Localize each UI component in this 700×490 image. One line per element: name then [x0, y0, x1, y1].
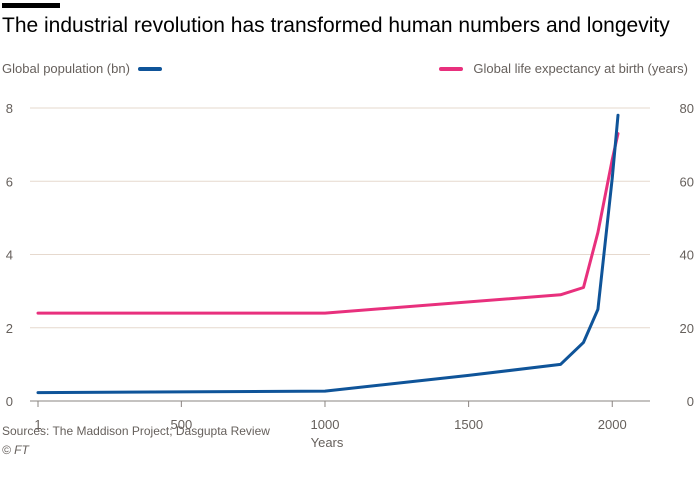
x-tick-label: 1 — [34, 417, 41, 432]
x-axis-label: Years — [311, 435, 344, 450]
y-tick-label-right: 20 — [680, 321, 694, 336]
legend-population-label: Global population (bn) — [2, 61, 130, 76]
header-bar — [2, 3, 60, 8]
x-tick-label: 2000 — [598, 417, 627, 432]
y-tick-label-right: 60 — [680, 174, 694, 189]
population-line — [36, 113, 620, 395]
y-tick-label-left: 2 — [6, 321, 13, 336]
y-tick-label-right: 40 — [680, 248, 694, 263]
legend-life-expectancy-swatch — [439, 66, 464, 71]
x-tick-label: 500 — [170, 417, 192, 432]
legend-life-expectancy-label: Global life expectancy at birth (years) — [473, 61, 688, 76]
x-tick-label: 1000 — [311, 417, 340, 432]
y-tick-label-left: 4 — [6, 248, 13, 263]
chart-title: The industrial revolution has transforme… — [2, 14, 670, 37]
x-tick-label: 1500 — [454, 417, 483, 432]
y-tick-label-right: 0 — [687, 394, 694, 409]
y-tick-label-right: 80 — [680, 101, 694, 116]
y-tick-label-left: 0 — [6, 394, 13, 409]
legend-life-expectancy: Global life expectancy at birth (years) — [439, 61, 688, 76]
y-tick-label-left: 6 — [6, 174, 13, 189]
source-note: Sources: The Maddison Project; Dasgupta … — [2, 424, 270, 438]
legend-population: Global population (bn) — [2, 61, 162, 76]
legend-population-swatch — [137, 66, 162, 71]
y-tick-label-left: 8 — [6, 101, 13, 116]
life-expectancy-line — [36, 132, 620, 315]
credit-note: © FT — [2, 443, 29, 457]
